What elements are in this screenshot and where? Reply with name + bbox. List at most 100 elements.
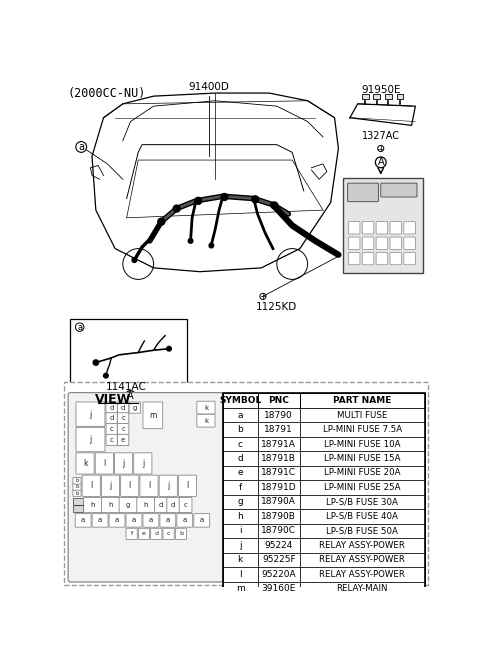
Bar xyxy=(300,538,425,552)
Bar xyxy=(258,408,300,422)
Bar xyxy=(258,523,300,538)
Text: l: l xyxy=(90,481,92,490)
Text: a: a xyxy=(183,517,187,523)
FancyBboxPatch shape xyxy=(362,237,374,249)
FancyBboxPatch shape xyxy=(101,498,120,513)
Text: b: b xyxy=(75,478,79,483)
Text: LP-MINI FUSE 25A: LP-MINI FUSE 25A xyxy=(324,483,400,492)
Bar xyxy=(223,480,258,495)
Circle shape xyxy=(209,244,214,248)
FancyBboxPatch shape xyxy=(376,237,388,249)
FancyBboxPatch shape xyxy=(140,475,158,496)
Text: k: k xyxy=(83,459,87,468)
FancyBboxPatch shape xyxy=(179,475,197,496)
FancyBboxPatch shape xyxy=(119,498,137,513)
Bar xyxy=(223,538,258,552)
Text: j: j xyxy=(89,410,92,418)
Bar xyxy=(223,466,258,480)
Text: (2000CC-NU): (2000CC-NU) xyxy=(67,87,146,100)
FancyBboxPatch shape xyxy=(177,513,192,527)
Text: MULTI FUSE: MULTI FUSE xyxy=(337,411,387,420)
FancyBboxPatch shape xyxy=(160,513,176,527)
Circle shape xyxy=(158,218,165,225)
Text: c: c xyxy=(110,426,114,432)
FancyBboxPatch shape xyxy=(348,222,360,234)
Text: 18791B: 18791B xyxy=(261,454,296,463)
FancyBboxPatch shape xyxy=(143,513,159,527)
FancyBboxPatch shape xyxy=(348,253,360,265)
FancyBboxPatch shape xyxy=(109,513,125,527)
FancyBboxPatch shape xyxy=(343,178,423,273)
Bar xyxy=(300,451,425,466)
Text: LP-S/B FUSE 50A: LP-S/B FUSE 50A xyxy=(326,527,398,535)
FancyBboxPatch shape xyxy=(118,412,129,424)
Bar xyxy=(258,495,300,509)
Bar xyxy=(258,437,300,451)
Circle shape xyxy=(93,360,98,365)
Text: 91400D: 91400D xyxy=(189,82,229,92)
FancyBboxPatch shape xyxy=(76,453,94,474)
Bar xyxy=(223,408,258,422)
Text: RELAY-MAIN: RELAY-MAIN xyxy=(336,584,388,593)
FancyBboxPatch shape xyxy=(175,528,187,539)
Text: e: e xyxy=(238,469,243,477)
Text: LP-MINI FUSE 20A: LP-MINI FUSE 20A xyxy=(324,469,400,477)
FancyBboxPatch shape xyxy=(167,498,180,513)
Text: 1125KD: 1125KD xyxy=(256,302,298,312)
Bar xyxy=(223,567,258,581)
FancyBboxPatch shape xyxy=(404,237,415,249)
FancyBboxPatch shape xyxy=(68,393,223,582)
Bar xyxy=(223,523,258,538)
Text: k: k xyxy=(204,405,208,411)
FancyBboxPatch shape xyxy=(362,222,374,234)
Bar xyxy=(258,567,300,581)
FancyBboxPatch shape xyxy=(151,528,162,539)
Circle shape xyxy=(195,197,202,205)
Text: 18790B: 18790B xyxy=(261,512,296,521)
Bar xyxy=(223,422,258,437)
Text: g: g xyxy=(126,502,131,508)
Text: e: e xyxy=(121,437,125,443)
Text: j: j xyxy=(109,481,112,490)
Bar xyxy=(300,523,425,538)
Text: i: i xyxy=(239,527,241,535)
Text: j: j xyxy=(122,459,125,468)
Text: k: k xyxy=(204,418,208,424)
Text: LP-S/B FUSE 30A: LP-S/B FUSE 30A xyxy=(326,498,398,506)
Text: PNC: PNC xyxy=(268,396,289,405)
Text: d: d xyxy=(154,531,158,537)
Bar xyxy=(300,509,425,523)
Text: 18790A: 18790A xyxy=(261,498,296,506)
Bar xyxy=(258,393,300,408)
Text: RELAY ASSY-POWER: RELAY ASSY-POWER xyxy=(319,570,405,579)
Text: RELAY ASSY-POWER: RELAY ASSY-POWER xyxy=(319,555,405,564)
Text: h: h xyxy=(91,502,95,508)
FancyBboxPatch shape xyxy=(381,183,417,197)
Bar xyxy=(300,552,425,567)
Text: RELAY ASSY-POWER: RELAY ASSY-POWER xyxy=(319,541,405,550)
Text: a: a xyxy=(98,517,102,523)
Text: b: b xyxy=(179,531,183,537)
Text: 95220A: 95220A xyxy=(262,570,296,579)
Text: LP-MINI FUSE 10A: LP-MINI FUSE 10A xyxy=(324,440,400,449)
FancyBboxPatch shape xyxy=(115,453,132,474)
Text: a: a xyxy=(115,517,119,523)
Text: c: c xyxy=(110,437,114,443)
Text: c: c xyxy=(184,502,188,508)
FancyBboxPatch shape xyxy=(179,498,192,513)
FancyBboxPatch shape xyxy=(159,475,177,496)
Text: 18791A: 18791A xyxy=(261,440,296,449)
Text: 95225F: 95225F xyxy=(262,555,296,564)
FancyBboxPatch shape xyxy=(163,528,174,539)
Text: 18791: 18791 xyxy=(264,425,293,434)
Text: 39160E: 39160E xyxy=(262,584,296,593)
Text: 91950E: 91950E xyxy=(361,85,400,95)
FancyBboxPatch shape xyxy=(129,402,140,413)
Text: l: l xyxy=(186,481,189,490)
FancyBboxPatch shape xyxy=(155,498,168,513)
Bar xyxy=(258,509,300,523)
Text: j: j xyxy=(239,541,241,550)
Text: d: d xyxy=(159,502,163,508)
Circle shape xyxy=(132,258,137,263)
FancyBboxPatch shape xyxy=(101,475,120,496)
